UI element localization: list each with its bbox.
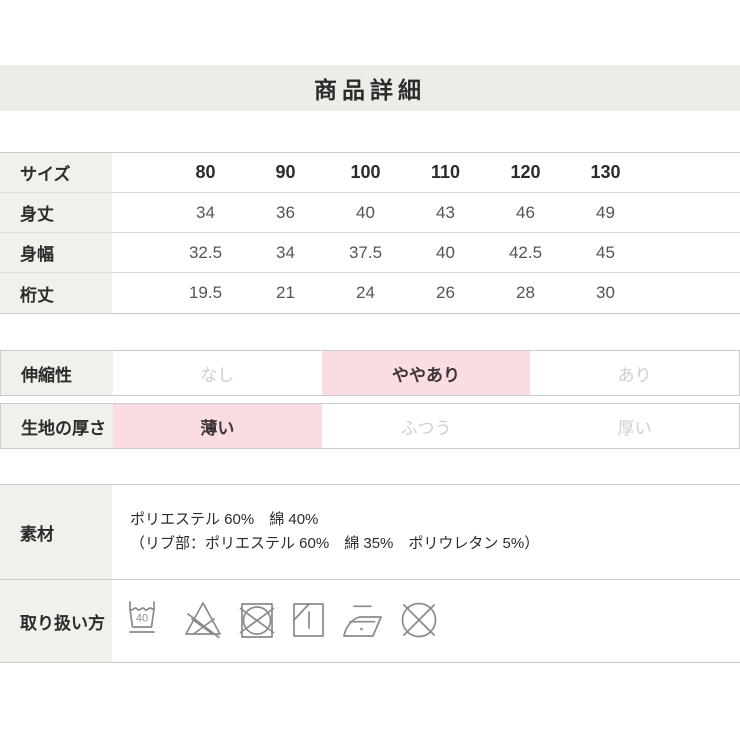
svg-text:40: 40 <box>136 613 148 625</box>
